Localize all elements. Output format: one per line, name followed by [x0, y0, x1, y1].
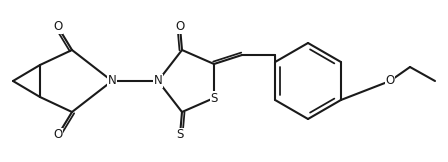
Text: O: O — [175, 21, 185, 34]
Text: N: N — [108, 75, 116, 87]
Text: O: O — [53, 128, 63, 141]
Text: N: N — [154, 75, 162, 87]
Text: S: S — [210, 92, 218, 104]
Text: O: O — [53, 21, 63, 34]
Text: S: S — [177, 128, 184, 141]
Text: O: O — [385, 75, 395, 87]
